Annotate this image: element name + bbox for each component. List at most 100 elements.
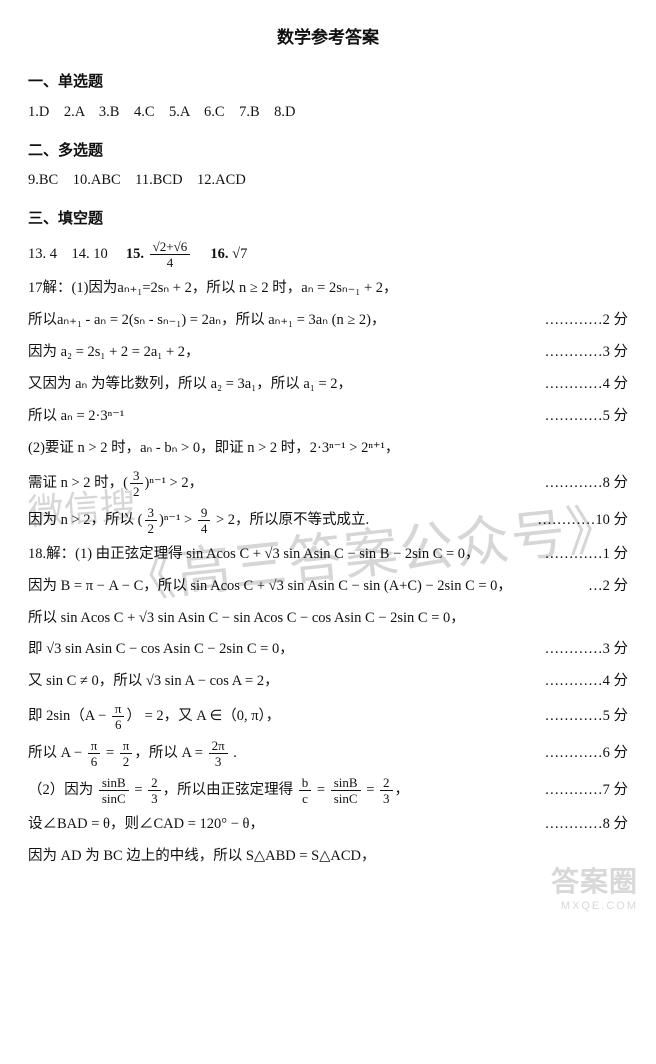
sol-line-15: 所以 A − π6 = π2，所以 A = 2π3 . …………6 分 — [28, 739, 628, 768]
sol-line-1: 17解：(1)因为aₙ₊₁=2sₙ + 2，所以 n ≥ 2 时，aₙ = 2s… — [28, 277, 628, 301]
sol-line-2-score: …………2 分 — [521, 309, 628, 333]
sol-line-13-score: …………4 分 — [521, 670, 628, 694]
sol-line-10-score: …2 分 — [564, 575, 628, 599]
section-single-choice-head: 一、单选题 — [28, 70, 628, 95]
sol-line-5-lhs: 所以 aₙ = 2·3ⁿ⁻¹ — [28, 405, 521, 429]
sol-line-3-lhs: 因为 a₂ = 2s₁ + 2 = 2a₁ + 2， — [28, 341, 521, 365]
sol-line-4-score: …………4 分 — [521, 373, 628, 397]
sol-line-8: 因为 n > 2，所以 (32)ⁿ⁻¹ > 94 > 2，所以原不等式成立. …… — [28, 506, 628, 535]
sol15-f2-num: π — [120, 739, 133, 754]
sol15-f3-num: 2π — [209, 739, 228, 754]
single-choice-answers: 1.D 2.A 3.B 4.C 5.A 6.C 7.B 8.D — [28, 101, 628, 125]
sol15-f3: 2π3 — [209, 739, 228, 768]
sol8-pre: 因为 n > 2，所以 ( — [28, 512, 143, 528]
sol16-f5-num: 2 — [380, 776, 393, 791]
sol-line-8-score: …………10 分 — [513, 509, 628, 533]
sol-line-12-score: …………3 分 — [521, 638, 628, 662]
sol15-f1: π6 — [88, 739, 101, 768]
sol14-post: ） = 2，又 A ∈（0, π）， — [126, 708, 280, 724]
sol16-f2-den: 3 — [148, 791, 161, 805]
sol16-f4: sinBsinC — [331, 776, 361, 805]
sol16-f3: bc — [299, 776, 312, 805]
sol-line-6: (2)要证 n > 2 时，aₙ - bₙ > 0，即证 n > 2 时，2·3… — [28, 437, 628, 461]
sol-line-13: 又 sin C ≠ 0，所以 √3 sin A − cos A = 2， ………… — [28, 670, 628, 694]
sol8-frac1: 32 — [145, 506, 158, 535]
section-blank-head: 三、填空题 — [28, 207, 628, 232]
sol16-f5: 23 — [380, 776, 393, 805]
sol16-f4-num: sinB — [331, 776, 361, 791]
sol-line-5-score: …………5 分 — [521, 405, 628, 429]
sol-line-17: 设∠BAD = θ，则∠CAD = 120° − θ， …………8 分 — [28, 813, 628, 837]
q13-14: 13. 4 14. 10 — [28, 246, 122, 262]
sol16-pre: （2）因为 — [28, 782, 97, 798]
sol-line-13-lhs: 又 sin C ≠ 0，所以 √3 sin A − cos A = 2， — [28, 670, 521, 694]
sol8-frac2: 94 — [198, 506, 211, 535]
section-multi-choice-head: 二、多选题 — [28, 139, 628, 164]
sol16-f1-den: sinC — [99, 791, 129, 805]
sol16-f4-den: sinC — [331, 791, 361, 805]
sol-line-12-lhs: 即 √3 sin Asin C − cos Asin C − 2sin C = … — [28, 638, 521, 662]
sol15-f2-den: 2 — [120, 754, 133, 768]
sol7-post: )ⁿ⁻¹ > 2， — [145, 475, 204, 491]
sol14-f-den: 6 — [112, 717, 125, 731]
sol16-mid3: = — [313, 782, 328, 798]
sol15-f1-den: 6 — [88, 754, 101, 768]
sol-line-9-lhs: 18.解：(1) 由正弦定理得 sin Acos C + √3 sin Asin… — [28, 543, 521, 567]
sol-line-10-lhs: 因为 B = π − A − C，所以 sin Acos C + √3 sin … — [28, 575, 564, 599]
sol16-mid4: = — [363, 782, 378, 798]
sol15-post: . — [230, 745, 237, 761]
q15-num-b: √6 — [174, 239, 188, 254]
sol-line-2-lhs: 所以aₙ₊₁ - aₙ = 2(sₙ - sₙ₋₁) = 2aₙ，所以 aₙ₊₁… — [28, 309, 521, 333]
sol-line-17-lhs: 设∠BAD = θ，则∠CAD = 120° − θ， — [28, 813, 521, 837]
sol15-mid2: ，所以 A = — [134, 745, 206, 761]
sol16-f1: sinBsinC — [99, 776, 129, 805]
sol-line-15-lhs: 所以 A − π6 = π2，所以 A = 2π3 . — [28, 739, 521, 768]
sol-line-3-score: …………3 分 — [521, 341, 628, 365]
sol16-f3-den: c — [299, 791, 312, 805]
sol16-f2-num: 2 — [148, 776, 161, 791]
sol15-pre: 所以 A − — [28, 745, 86, 761]
sol16-f2: 23 — [148, 776, 161, 805]
sol16-f1-num: sinB — [99, 776, 129, 791]
sol-line-9-score: …………1 分 — [521, 543, 628, 567]
sol7-frac: 32 — [130, 469, 143, 498]
multi-choice-answers: 9.BC 10.ABC 11.BCD 12.ACD — [28, 169, 628, 193]
q15-num-a: √2 — [153, 239, 167, 254]
q15-num-plus: + — [166, 239, 173, 254]
sol-line-2: 所以aₙ₊₁ - aₙ = 2(sₙ - sₙ₋₁) = 2aₙ，所以 aₙ₊₁… — [28, 309, 628, 333]
sol7-pre: 需证 n > 2 时，( — [28, 475, 128, 491]
sol8-post: > 2，所以原不等式成立. — [212, 512, 369, 528]
sol16-mid: = — [131, 782, 146, 798]
corner-url: MXQE.COM — [561, 897, 638, 915]
sol-line-11: 所以 sin Acos C + √3 sin Asin C − sin Acos… — [28, 607, 628, 631]
sol8-mid: )ⁿ⁻¹ > — [159, 512, 196, 528]
sol16-post: ， — [395, 782, 410, 798]
sol-line-18: 因为 AD 为 BC 边上的中线，所以 S△ABD = S△ACD， — [28, 845, 628, 869]
sol15-f3-den: 3 — [209, 754, 228, 768]
doc-title: 数学参考答案 — [28, 24, 628, 52]
sol-line-16-lhs: （2）因为 sinBsinC = 23，所以由正弦定理得 bc = sinBsi… — [28, 776, 521, 805]
sol16-f3-num: b — [299, 776, 312, 791]
sol-line-15-score: …………6 分 — [521, 742, 628, 766]
sol-line-7: 需证 n > 2 时，(32)ⁿ⁻¹ > 2， …………8 分 — [28, 469, 628, 498]
blank-answers-line: 13. 4 14. 10 15. √2+√6 4 16. √7 — [28, 240, 628, 269]
sol15-mid: = — [102, 745, 117, 761]
sol7-frac-num: 3 — [130, 469, 143, 484]
sol7-frac-den: 2 — [130, 484, 143, 498]
sol14-frac: π6 — [112, 702, 125, 731]
sol-line-14-lhs: 即 2sin（A − π6） = 2，又 A ∈（0, π）， — [28, 702, 521, 731]
sol-line-14: 即 2sin（A − π6） = 2，又 A ∈（0, π）， …………5 分 — [28, 702, 628, 731]
sol15-f1-num: π — [88, 739, 101, 754]
q16-label: 16. — [196, 246, 229, 262]
sol8-f1-den: 2 — [145, 521, 158, 535]
sol-line-14-score: …………5 分 — [521, 705, 628, 729]
sol14-f-num: π — [112, 702, 125, 717]
sol-line-10: 因为 B = π − A − C，所以 sin Acos C + √3 sin … — [28, 575, 628, 599]
sol-line-3: 因为 a₂ = 2s₁ + 2 = 2a₁ + 2， …………3 分 — [28, 341, 628, 365]
q16-val: √7 — [232, 246, 247, 262]
sol16-mid2: ，所以由正弦定理得 — [163, 782, 297, 798]
q15-den: 4 — [150, 255, 191, 269]
q15-label: 15. — [126, 246, 144, 262]
sol8-f1-num: 3 — [145, 506, 158, 521]
sol8-f2-num: 9 — [198, 506, 211, 521]
